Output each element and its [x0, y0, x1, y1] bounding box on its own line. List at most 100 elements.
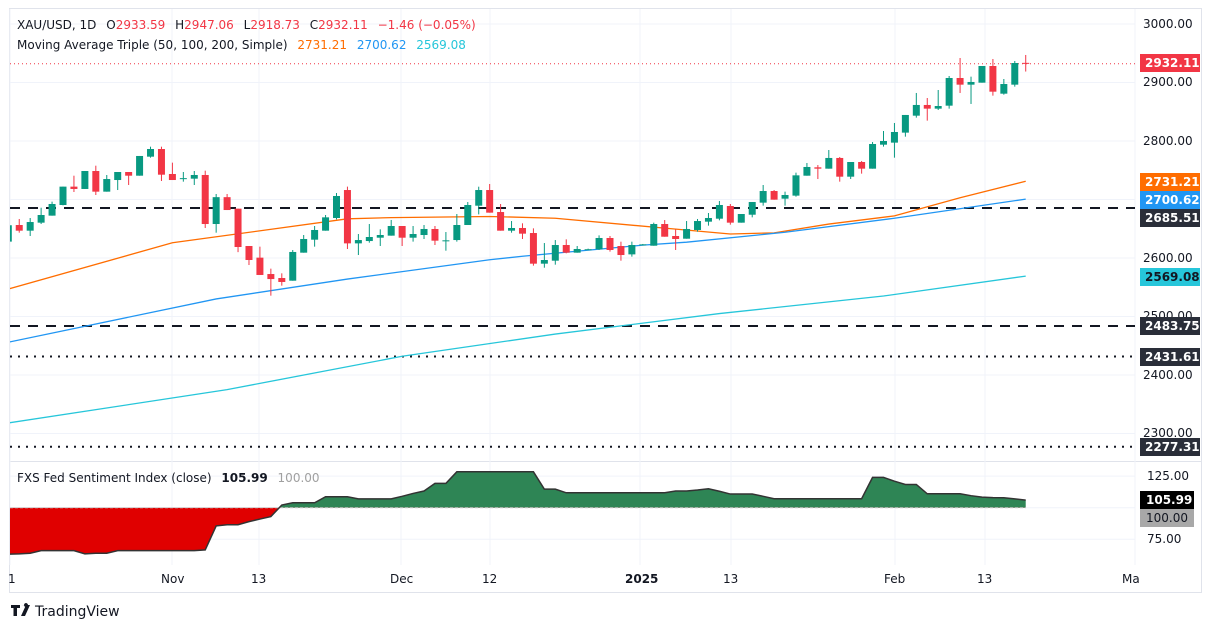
sentiment-area-series [10, 471, 1026, 555]
candle [573, 246, 581, 253]
candle [923, 98, 931, 121]
candle-body [551, 245, 559, 261]
candle [967, 76, 975, 104]
candle [715, 201, 723, 221]
time-axis[interactable]: 1 Nov 13 Dec 12 2025 13 Feb 13 Ma [8, 572, 1140, 586]
candle-body [420, 228, 428, 236]
candle-body [595, 237, 603, 250]
candle [858, 161, 866, 174]
indicator-value-box: 105.99 [1146, 493, 1192, 507]
candle [901, 114, 909, 137]
candle-body [212, 197, 220, 225]
candle [759, 184, 767, 206]
candle-body [912, 104, 920, 116]
price-axis[interactable]: 3000.00 2900.00 2800.00 2600.00 2500.00 … [1143, 17, 1193, 546]
candle-body [978, 66, 986, 83]
candle-body [409, 234, 417, 238]
candle [103, 174, 111, 192]
candle [781, 191, 789, 206]
candle-body [70, 186, 78, 189]
candle-body [628, 245, 636, 255]
candle [836, 156, 844, 182]
candle [136, 155, 144, 176]
time-tick: 13 [251, 572, 266, 586]
candle-body [617, 246, 625, 256]
candle [978, 66, 986, 83]
indicator-legend[interactable]: FXS Fed Sentiment Index (close) 105.99 1… [17, 471, 320, 485]
candle-body [245, 246, 253, 260]
candle-body [606, 237, 614, 250]
candle-body [486, 190, 494, 213]
candle [912, 92, 920, 118]
candle [737, 214, 745, 223]
candle-body [770, 191, 778, 200]
candle [551, 240, 559, 265]
candle-body [37, 215, 45, 223]
candle-body [365, 236, 373, 242]
candle [1011, 60, 1019, 87]
candle-body [267, 274, 275, 280]
symbol-legend[interactable]: XAU/USD, 1D O2933.59 H2947.06 L2918.73 C… [17, 18, 476, 32]
candle [890, 122, 898, 158]
candle-body [540, 259, 548, 264]
candle-body [10, 225, 12, 242]
candle-body [48, 204, 56, 216]
candle-body [453, 225, 461, 241]
candle [595, 235, 603, 250]
price-tick: 2900.00 [1143, 75, 1193, 89]
candle [803, 162, 811, 176]
candle-body [1022, 62, 1030, 64]
candle-body [639, 244, 647, 246]
time-tick: Dec [390, 572, 413, 586]
candle [114, 172, 122, 191]
candle-body [1011, 63, 1019, 85]
candle-body [989, 66, 997, 92]
ma50-value: 2731.21 [297, 38, 347, 52]
symbol-title: XAU/USD, 1D [17, 18, 96, 32]
candle-body [190, 174, 198, 179]
candle-body [1000, 84, 1008, 94]
candle-body [223, 197, 231, 211]
price-tick: 2400.00 [1143, 368, 1193, 382]
candle [508, 221, 516, 233]
candle-body [136, 155, 144, 176]
change-value: −1.46 (−0.05%) [378, 18, 476, 32]
candle [704, 213, 712, 226]
ma-legend[interactable]: Moving Average Triple (50, 100, 200, Sim… [17, 38, 466, 52]
candle-body [584, 249, 592, 251]
candle-body [803, 166, 811, 176]
candle-body [814, 167, 822, 169]
candle [825, 150, 833, 169]
candle [190, 171, 198, 185]
tradingview-logo[interactable]: TradingView [11, 603, 120, 620]
open-label: O [106, 18, 115, 32]
candle [26, 217, 34, 237]
candle [934, 89, 942, 110]
ma200-price-label: 2569.08 [1145, 270, 1200, 284]
candle [628, 241, 636, 257]
candle [562, 239, 570, 254]
candle [311, 226, 319, 247]
level-price-label: 2483.75 [1145, 319, 1200, 333]
ma50-price-label: 2731.21 [1145, 175, 1200, 189]
candle-body [147, 149, 155, 157]
candle [639, 243, 647, 246]
time-tick: 1 [8, 572, 16, 586]
candle-body [890, 131, 898, 143]
candle [245, 246, 253, 266]
candle-body [792, 175, 800, 196]
price-tick: 2600.00 [1143, 251, 1193, 265]
candle [223, 194, 231, 211]
candle-body [114, 172, 122, 181]
candle [81, 171, 89, 189]
candle [387, 219, 395, 236]
candle [201, 170, 209, 228]
low-label: L [244, 18, 251, 32]
price-label-level3: 2431.61 [1140, 348, 1200, 366]
candle [584, 248, 592, 251]
ma100-price-label: 2700.62 [1145, 193, 1200, 207]
candle [157, 146, 165, 182]
ma100-value: 2700.62 [357, 38, 407, 52]
candle-body [759, 191, 767, 203]
